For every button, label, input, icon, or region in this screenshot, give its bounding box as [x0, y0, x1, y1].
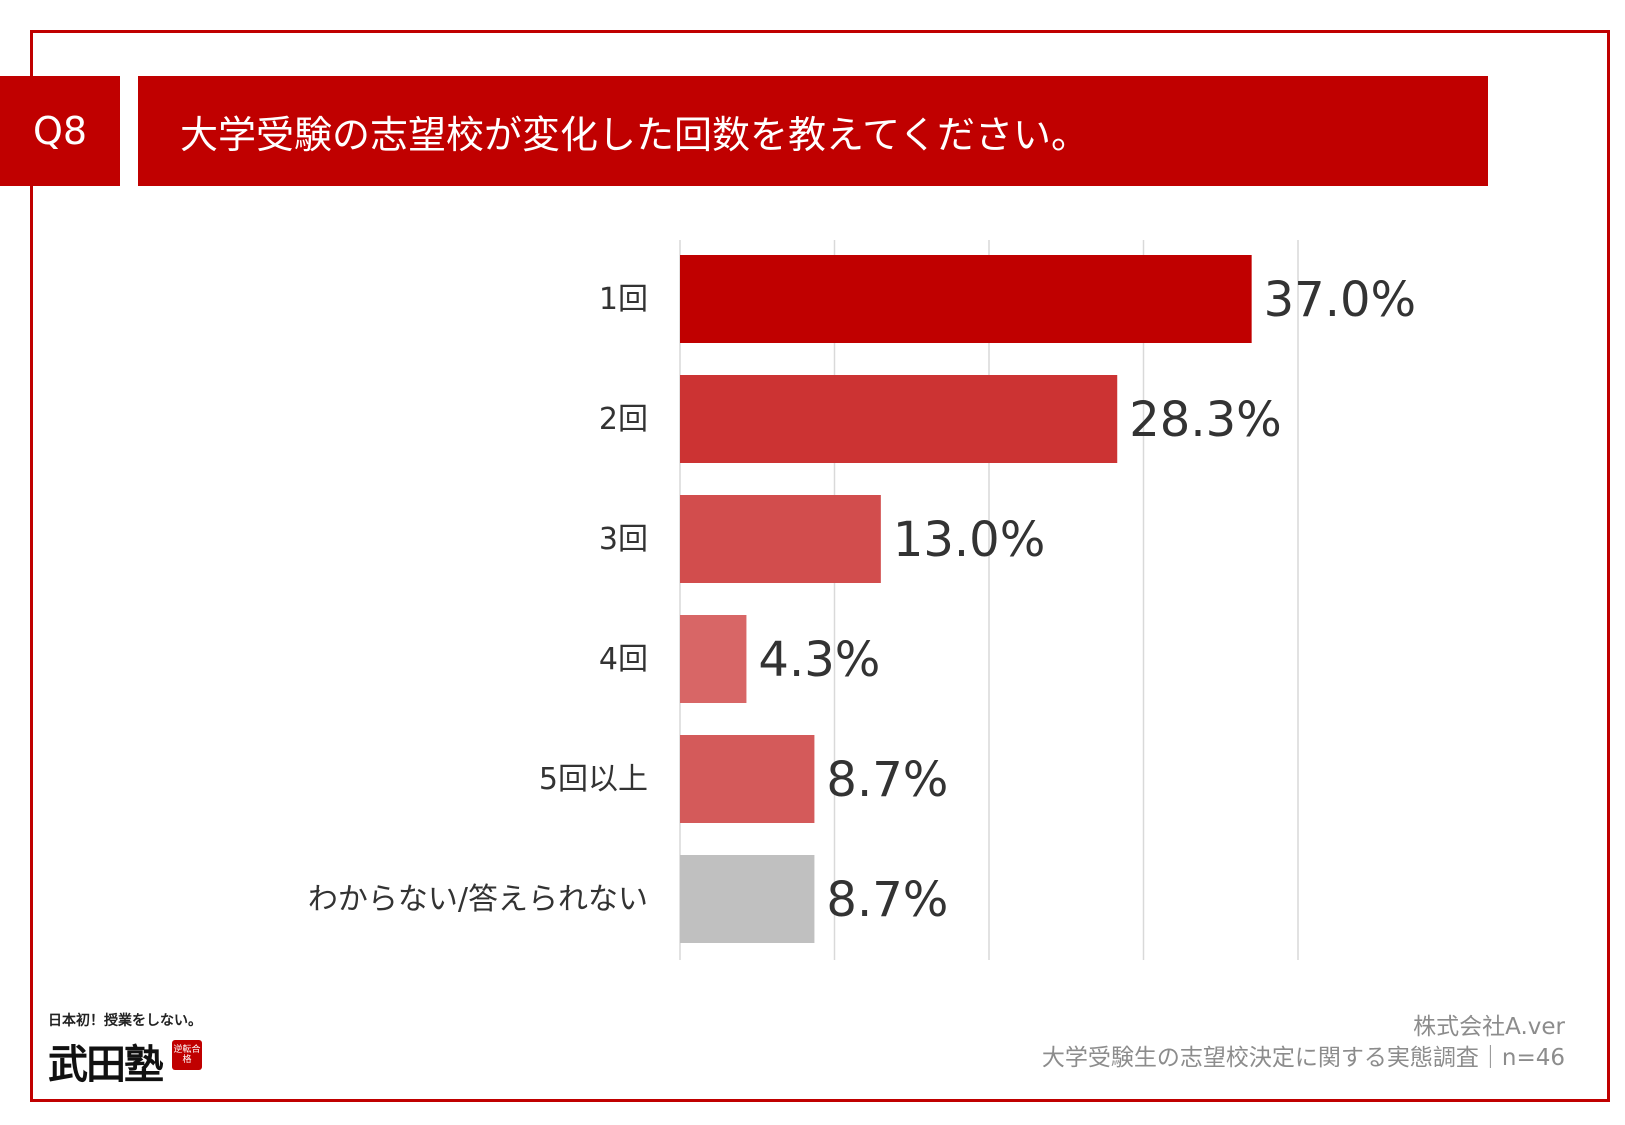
data-label: 8.7% — [826, 752, 948, 808]
category-label: 1回 — [599, 282, 648, 317]
data-label: 13.0% — [893, 512, 1045, 568]
footer-company: 株式会社A.ver — [1413, 1014, 1565, 1040]
data-label: 37.0% — [1264, 272, 1416, 328]
data-label: 28.3% — [1129, 392, 1281, 448]
category-label: 2回 — [599, 402, 648, 437]
bars — [680, 255, 1252, 943]
question-title: 大学受験の志望校が変化した回数を教えてください。 — [138, 76, 1488, 186]
bar — [680, 495, 881, 583]
bar — [680, 615, 747, 703]
category-label: 5回以上 — [539, 762, 648, 797]
content-frame — [30, 30, 1610, 1102]
logo-name: 武田塾 — [48, 1041, 164, 1088]
category-label: わからない/答えられない — [308, 882, 648, 917]
labels: 1回 37.0% 2回 28.3% 3回 13.0% 4回 4.3% 5回以上 8.7% わからない… — [308, 272, 1416, 928]
logo-tagline: 日本初！授業をしない。 — [48, 1013, 202, 1029]
bar — [680, 855, 815, 943]
logo-seal: 逆転合格 — [172, 1040, 202, 1070]
category-label: 4回 — [599, 642, 648, 677]
data-label: 4.3% — [758, 632, 880, 688]
question-badge: Q8 — [0, 76, 120, 186]
footer-credit: 株式会社A.ver 大学受験生の志望校決定に関する実態調査｜n=46 — [1042, 1012, 1565, 1074]
data-label: 8.7% — [826, 872, 948, 928]
bar — [680, 735, 815, 823]
footer-survey: 大学受験生の志望校決定に関する実態調査｜n=46 — [1041, 1045, 1565, 1071]
bar — [680, 375, 1118, 463]
grid-lines — [679, 240, 1299, 960]
takeda-juku-logo: 日本初！授業をしない。 武田塾 逆転合格 — [48, 1010, 208, 1090]
bar — [680, 255, 1252, 343]
category-label: 3回 — [599, 522, 648, 557]
